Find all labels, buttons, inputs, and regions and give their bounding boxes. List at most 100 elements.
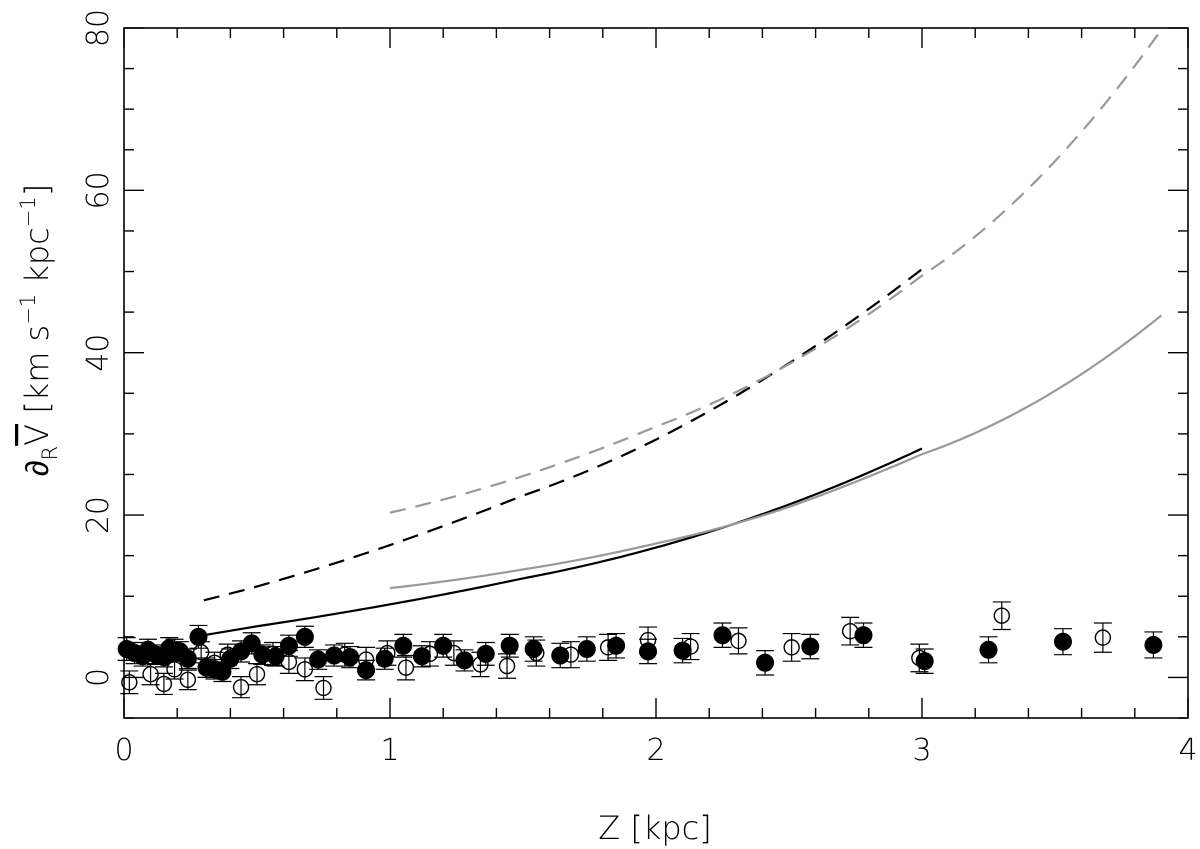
data-point-filled	[551, 642, 570, 669]
marker	[280, 653, 298, 671]
marker	[1094, 629, 1112, 646]
y-tick-label: 0	[81, 668, 116, 687]
data-series	[117, 601, 1163, 700]
data-point-open	[314, 675, 333, 700]
marker	[232, 678, 250, 696]
marker	[179, 671, 197, 689]
model-curve-solid	[389, 314, 1163, 590]
data-point-filled	[455, 649, 474, 672]
data-point-filled	[189, 624, 208, 649]
marker	[421, 645, 439, 663]
model-curve-dashed	[389, 28, 1163, 514]
model-curves	[203, 28, 1163, 637]
data-point-open	[910, 643, 929, 673]
data-point-filled	[279, 634, 298, 657]
marker	[315, 679, 332, 697]
marker	[841, 622, 859, 640]
data-point-open	[165, 658, 184, 680]
data-point-filled	[1053, 628, 1072, 656]
marker	[309, 650, 328, 669]
marker	[397, 659, 415, 676]
data-point-open	[992, 601, 1011, 631]
data-point-filled	[242, 632, 261, 655]
data-point-open	[232, 675, 251, 699]
y-axis-title-exp2: −1	[16, 196, 40, 227]
marker	[500, 636, 519, 655]
data-point-open	[471, 651, 490, 678]
marker	[682, 638, 699, 655]
data-point-filled	[577, 636, 596, 662]
marker	[801, 637, 820, 656]
marker	[915, 652, 934, 671]
data-point-filled	[394, 633, 413, 658]
marker	[783, 639, 800, 656]
x-tick-label: 3	[912, 733, 931, 768]
marker	[412, 647, 431, 666]
marker	[498, 657, 516, 675]
y-tick-label: 80	[81, 9, 116, 47]
x-tick-label: 2	[646, 733, 665, 768]
marker	[455, 651, 474, 670]
marker	[155, 675, 173, 693]
marker	[121, 674, 138, 691]
marker	[264, 645, 282, 663]
data-point-open	[218, 643, 237, 666]
data-point-filled	[295, 625, 314, 648]
marker	[379, 644, 396, 662]
data-point-filled	[801, 633, 820, 660]
data-point-open	[444, 640, 463, 666]
data-point-open	[639, 626, 658, 654]
data-point-filled	[434, 633, 453, 658]
y-axis-title-unit: [km s	[18, 325, 56, 424]
data-point-filled	[713, 622, 732, 648]
marker	[242, 634, 261, 653]
marker	[295, 627, 314, 646]
marker	[673, 641, 692, 660]
y-axis-title-partial: ∂	[18, 460, 56, 476]
marker	[472, 656, 489, 673]
data-point-open	[120, 670, 139, 695]
data-point-open	[154, 672, 173, 696]
data-point-filled	[412, 645, 431, 668]
marker	[336, 646, 353, 663]
marker	[248, 665, 266, 683]
data-point-open	[420, 641, 439, 667]
data-point-open	[782, 632, 801, 662]
marker	[993, 607, 1010, 624]
marker	[577, 640, 596, 658]
marker	[189, 627, 208, 646]
y-tick-label: 20	[81, 496, 116, 534]
data-point-filled	[500, 633, 519, 658]
marker	[730, 632, 747, 650]
marker	[524, 640, 543, 658]
marker	[219, 646, 236, 663]
data-point-open	[248, 663, 266, 686]
data-point-open	[599, 633, 618, 661]
data-point-open	[841, 616, 860, 646]
x-axis-title: Z [kpc]	[598, 809, 712, 847]
y-axis-title-subscript: R	[38, 446, 62, 461]
data-point-filled	[854, 622, 873, 648]
data-point-open	[527, 639, 546, 667]
y-tick-label: 40	[81, 334, 116, 372]
marker	[599, 639, 617, 656]
plot-frame	[123, 27, 1189, 719]
data-point-open	[378, 640, 397, 666]
data-point-open	[357, 646, 376, 673]
marker	[445, 644, 463, 662]
data-point-open	[498, 653, 517, 679]
data-point-open	[295, 657, 314, 682]
marker	[166, 661, 183, 678]
axis-ticks	[123, 27, 1189, 719]
marker	[528, 644, 545, 662]
marker	[341, 648, 360, 667]
data-point-filled	[476, 641, 495, 666]
marker	[854, 626, 873, 645]
marker	[1144, 635, 1163, 654]
y-axis-title-vbar: V	[18, 424, 56, 446]
data-point-open	[335, 642, 354, 667]
y-tick-label: 60	[81, 171, 116, 209]
marker	[142, 665, 159, 683]
